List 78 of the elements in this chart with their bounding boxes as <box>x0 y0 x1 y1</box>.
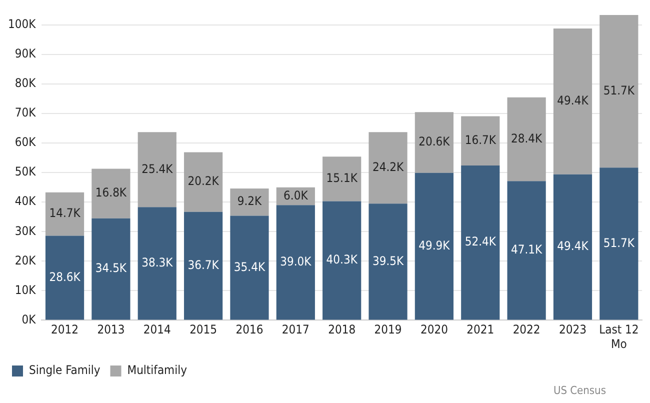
data-label: 36.7K <box>188 258 220 272</box>
bar <box>461 166 500 320</box>
bar <box>45 236 84 320</box>
bar <box>138 132 176 208</box>
data-label: 52.4K <box>464 234 497 249</box>
bar <box>461 116 500 166</box>
y-tick-label: 10K <box>14 282 37 297</box>
data-label: 35.4K <box>234 260 266 274</box>
bar <box>230 216 269 320</box>
y-tick-label: 50K <box>14 164 37 179</box>
data-label: 49.4K <box>557 94 590 108</box>
x-tick-label: 2013 <box>97 322 125 337</box>
y-tick-label: 100K <box>8 17 37 32</box>
x-tick-label: 2017 <box>282 322 310 337</box>
x-tick-label: 2019 <box>374 322 402 337</box>
data-label: 34.5K <box>95 261 128 276</box>
x-tick-label: 2014 <box>143 322 171 337</box>
data-label: 14.7K <box>49 206 82 220</box>
bar <box>230 188 269 216</box>
x-tick-label: 2023 <box>559 322 586 337</box>
bar <box>600 14 638 168</box>
data-label: 39.0K <box>280 254 312 269</box>
data-label: 49.4K <box>557 239 590 254</box>
legend-label: Single Family <box>29 363 101 378</box>
data-label: 49.9K <box>418 238 451 252</box>
bar <box>45 192 84 236</box>
bar <box>414 112 454 173</box>
y-tick-label: 20K <box>14 253 37 268</box>
y-tick-label: 80K <box>14 76 37 90</box>
legend-label: Multifamily <box>127 363 188 378</box>
y-tick-label: 70K <box>14 106 37 120</box>
bar <box>276 205 315 320</box>
data-label: 40.3K <box>326 252 358 267</box>
data-label: 20.2K <box>188 174 220 188</box>
data-label: 25.4K <box>142 162 174 176</box>
bar <box>414 172 454 320</box>
bar <box>92 218 130 320</box>
x-tick-label: 2020 <box>420 322 448 337</box>
data-label: 28.6K <box>49 270 82 284</box>
data-label: 39.5K <box>372 254 404 268</box>
bar <box>322 156 362 202</box>
bar <box>368 132 408 204</box>
bar <box>553 28 592 174</box>
y-tick-label: 90K <box>14 46 37 61</box>
bar <box>553 174 592 320</box>
data-label: 20.6K <box>418 134 451 149</box>
y-tick-label: 30K <box>14 224 37 238</box>
y-tick-label: 60K <box>14 135 37 150</box>
x-tick-label: 2018 <box>328 322 356 337</box>
x-tick-label: 2016 <box>236 322 264 337</box>
data-label: 9.2K <box>237 194 263 208</box>
data-label: 51.7K <box>603 83 636 98</box>
data-label: 24.2K <box>372 160 404 174</box>
x-tick-label: 2015 <box>190 322 218 337</box>
bar <box>368 204 408 320</box>
data-label: 15.1K <box>326 171 358 186</box>
data-label: 38.3K <box>142 256 174 270</box>
bar <box>184 212 223 320</box>
bar <box>92 168 130 218</box>
bar <box>184 152 223 212</box>
x-tick-label: 2012 <box>51 322 79 337</box>
y-tick-label: 0K <box>22 312 37 326</box>
data-label: 16.7K <box>464 132 497 147</box>
y-tick-label: 40K <box>14 194 37 208</box>
x-tick-label: 2021 <box>466 322 494 337</box>
bar <box>600 168 638 320</box>
bar <box>138 207 176 320</box>
text: US Census <box>553 384 606 397</box>
bar <box>507 181 546 320</box>
data-label: 47.1K <box>511 242 544 257</box>
data-label: 28.4K <box>511 131 544 146</box>
bar <box>322 201 362 320</box>
bar <box>507 97 546 182</box>
data-label: 6.0K <box>284 188 309 202</box>
x-tick-label: 2022 <box>512 322 540 337</box>
data-label: 16.8K <box>95 186 128 200</box>
x-tick-label: Last 12 Mo <box>599 322 639 351</box>
data-label: 51.7K <box>603 236 636 250</box>
